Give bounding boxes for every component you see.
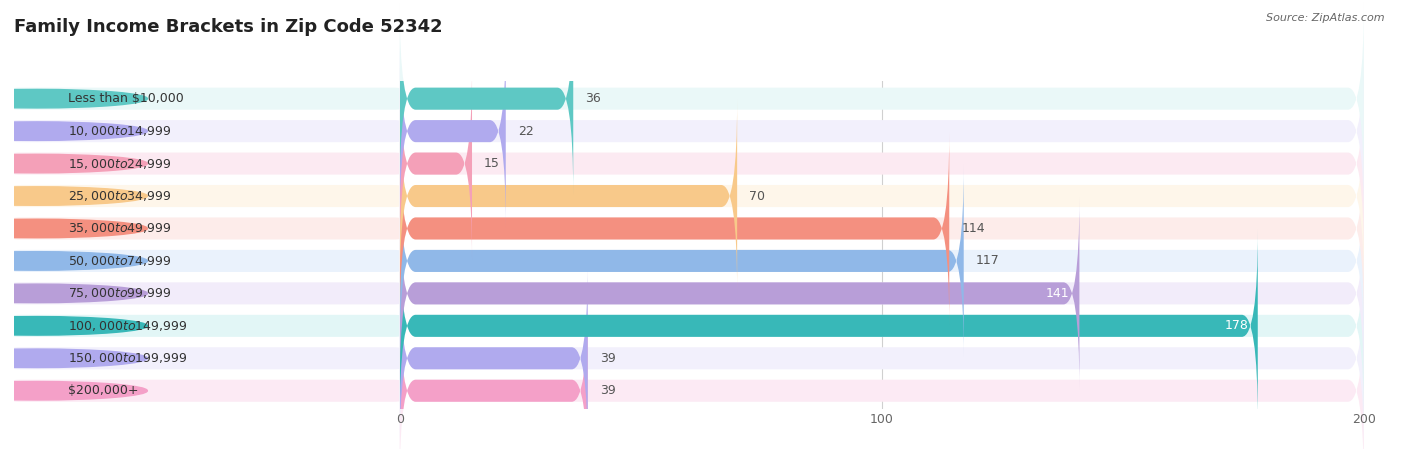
Text: $35,000 to $49,999: $35,000 to $49,999 (67, 221, 172, 235)
FancyBboxPatch shape (399, 132, 1364, 325)
Circle shape (0, 122, 148, 141)
Text: 117: 117 (976, 255, 1000, 268)
Text: Source: ZipAtlas.com: Source: ZipAtlas.com (1267, 13, 1385, 23)
FancyBboxPatch shape (399, 230, 1364, 422)
FancyBboxPatch shape (14, 315, 399, 337)
FancyBboxPatch shape (14, 217, 399, 239)
FancyBboxPatch shape (14, 347, 399, 370)
Text: $10,000 to $14,999: $10,000 to $14,999 (67, 124, 172, 138)
FancyBboxPatch shape (14, 282, 399, 304)
FancyBboxPatch shape (14, 120, 399, 142)
FancyBboxPatch shape (14, 88, 399, 110)
Text: 39: 39 (600, 384, 616, 397)
FancyBboxPatch shape (399, 262, 1364, 449)
Text: 70: 70 (749, 189, 765, 202)
FancyBboxPatch shape (399, 3, 1364, 195)
FancyBboxPatch shape (399, 67, 472, 260)
Text: 178: 178 (1225, 319, 1249, 332)
FancyBboxPatch shape (14, 250, 399, 272)
FancyBboxPatch shape (399, 100, 1364, 292)
FancyBboxPatch shape (14, 153, 399, 175)
FancyBboxPatch shape (399, 230, 1258, 422)
Text: $15,000 to $24,999: $15,000 to $24,999 (67, 157, 172, 171)
Circle shape (0, 187, 148, 205)
Circle shape (0, 284, 148, 303)
FancyBboxPatch shape (399, 67, 1364, 260)
Text: $25,000 to $34,999: $25,000 to $34,999 (67, 189, 172, 203)
FancyBboxPatch shape (399, 197, 1080, 389)
FancyBboxPatch shape (399, 35, 506, 227)
Circle shape (0, 317, 148, 335)
FancyBboxPatch shape (399, 100, 737, 292)
FancyBboxPatch shape (14, 185, 399, 207)
FancyBboxPatch shape (399, 35, 1364, 227)
FancyBboxPatch shape (399, 165, 963, 357)
Text: 36: 36 (585, 92, 600, 105)
FancyBboxPatch shape (14, 380, 399, 402)
Circle shape (0, 382, 148, 400)
Circle shape (0, 89, 148, 108)
Circle shape (0, 251, 148, 270)
Circle shape (0, 219, 148, 238)
Text: $100,000 to $149,999: $100,000 to $149,999 (67, 319, 187, 333)
FancyBboxPatch shape (399, 262, 588, 449)
Text: $200,000+: $200,000+ (67, 384, 139, 397)
Text: Less than $10,000: Less than $10,000 (67, 92, 184, 105)
FancyBboxPatch shape (399, 132, 949, 325)
Circle shape (0, 154, 148, 173)
FancyBboxPatch shape (399, 295, 588, 449)
FancyBboxPatch shape (399, 3, 574, 195)
FancyBboxPatch shape (399, 295, 1364, 449)
Text: $50,000 to $74,999: $50,000 to $74,999 (67, 254, 172, 268)
Text: 141: 141 (1046, 287, 1070, 300)
Text: $75,000 to $99,999: $75,000 to $99,999 (67, 286, 172, 300)
Text: $150,000 to $199,999: $150,000 to $199,999 (67, 351, 187, 365)
FancyBboxPatch shape (399, 165, 1364, 357)
Circle shape (0, 349, 148, 368)
Text: Family Income Brackets in Zip Code 52342: Family Income Brackets in Zip Code 52342 (14, 18, 443, 36)
Text: 15: 15 (484, 157, 501, 170)
Text: 114: 114 (962, 222, 986, 235)
Text: 22: 22 (517, 125, 533, 138)
Text: 39: 39 (600, 352, 616, 365)
FancyBboxPatch shape (399, 197, 1364, 389)
